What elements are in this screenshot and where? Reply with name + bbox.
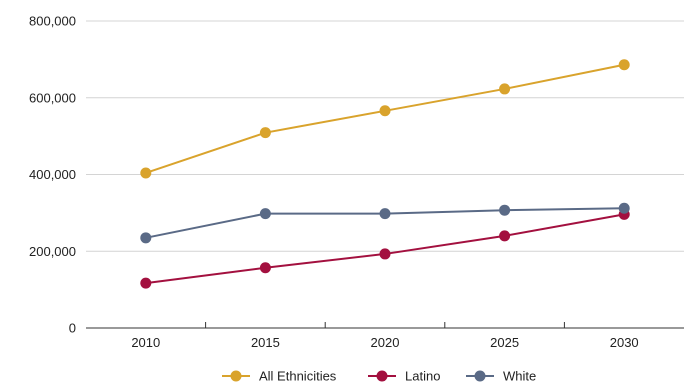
series-white [140, 202, 630, 244]
y-axis-labels: 0 200,000 400,000 600,000 800,000 [29, 14, 76, 336]
legend-label: All Ethnicities [259, 369, 337, 384]
x-tick-label: 2025 [490, 335, 519, 350]
legend-label: Latino [405, 369, 440, 384]
legend: All Ethnicities Latino White [222, 369, 536, 384]
legend-swatch-marker [474, 370, 486, 382]
y-tick-label: 600,000 [29, 90, 76, 105]
legend-swatch-marker [230, 370, 242, 382]
x-tick-label: 2020 [371, 335, 400, 350]
legend-item: White [466, 369, 536, 384]
data-point[interactable] [259, 127, 271, 139]
data-point[interactable] [140, 167, 152, 179]
legend-label: White [503, 369, 536, 384]
data-point[interactable] [379, 248, 391, 260]
data-point[interactable] [618, 202, 630, 214]
data-point[interactable] [499, 204, 511, 216]
series-latino [140, 208, 630, 289]
y-tick-label: 200,000 [29, 244, 76, 259]
data-point[interactable] [259, 262, 271, 274]
x-axis: 2010 2015 2020 2025 2030 [86, 322, 684, 350]
series-line [145, 63, 625, 174]
legend-swatch-marker [376, 370, 388, 382]
x-tick-label: 2030 [610, 335, 639, 350]
x-tick-label: 2015 [251, 335, 280, 350]
series-all-ethnicities [140, 59, 630, 179]
series-group [140, 59, 630, 289]
data-point[interactable] [499, 83, 511, 95]
data-point[interactable] [140, 232, 152, 244]
data-point[interactable] [618, 59, 630, 71]
data-point[interactable] [499, 230, 511, 242]
y-tick-label: 400,000 [29, 167, 76, 182]
data-point[interactable] [140, 277, 152, 289]
y-tick-label: 800,000 [29, 14, 76, 29]
x-tick-label: 2010 [131, 335, 160, 350]
y-tick-label: 0 [69, 321, 76, 336]
data-point[interactable] [379, 105, 391, 117]
data-point[interactable] [379, 208, 391, 220]
legend-item: Latino [368, 369, 440, 384]
legend-item: All Ethnicities [222, 369, 337, 384]
data-point[interactable] [259, 208, 271, 220]
